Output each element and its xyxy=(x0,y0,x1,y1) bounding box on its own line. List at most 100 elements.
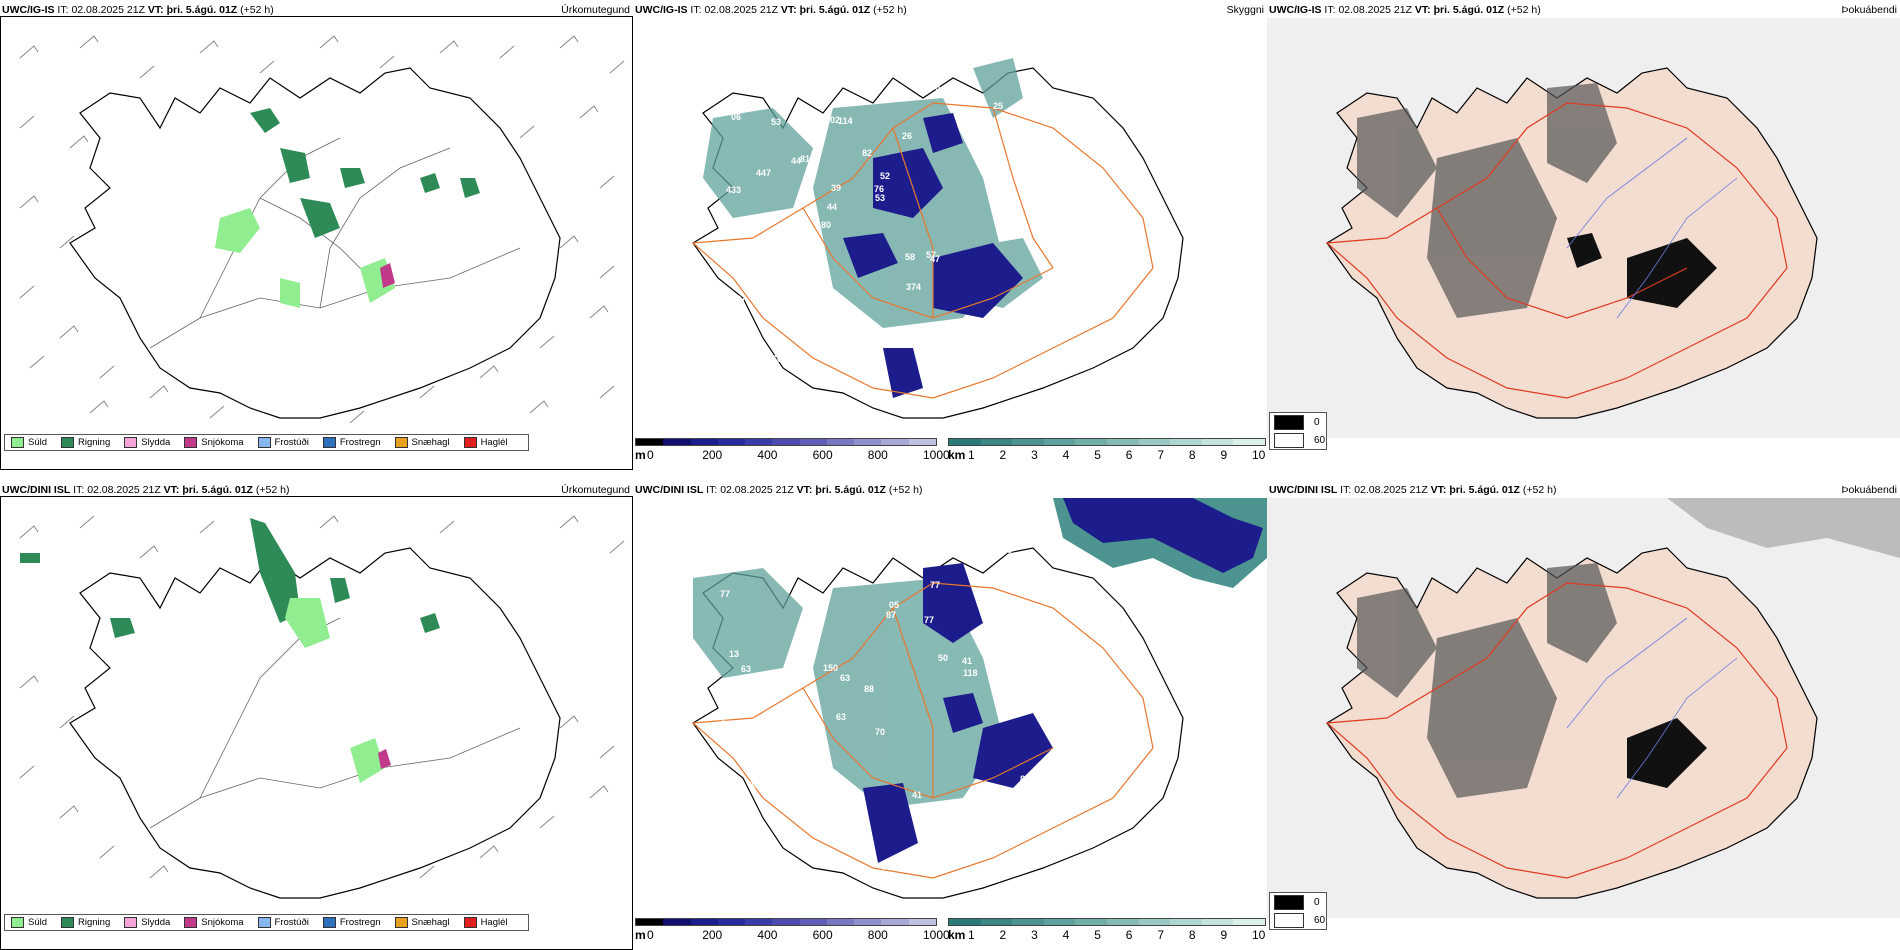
it-value: 02.08.2025 21Z xyxy=(704,4,778,16)
cloud-base-label: 44 xyxy=(824,831,834,841)
offshore-low-cloud-field xyxy=(1063,498,1263,573)
colorbar-tick-label: 9 xyxy=(1220,448,1228,462)
cloud-base-label: 46 xyxy=(993,146,1003,156)
legend-item: Haglél xyxy=(463,917,508,928)
colorbar-segment xyxy=(636,919,664,925)
roads xyxy=(691,102,1154,399)
colorbar-segment xyxy=(980,439,1013,445)
cloud-base-label: 63 xyxy=(741,664,751,674)
cloud-base-label: 10 xyxy=(799,554,809,564)
colorbar-segment xyxy=(1043,439,1076,445)
cloud-base-label: 50 xyxy=(938,653,948,663)
iceland-outline xyxy=(69,547,561,899)
colorbar-segment xyxy=(636,439,664,445)
iceland-outline xyxy=(69,67,561,419)
cloud-base-label: 374 xyxy=(906,282,921,292)
vt-value: þri. 5.ágú. 01Z xyxy=(815,484,886,496)
colorbar-tick-label: 0 xyxy=(647,928,654,942)
colorbar-tick-label: 7 xyxy=(1157,928,1165,942)
legend-swatch xyxy=(11,917,24,928)
colorbar-segment xyxy=(949,919,981,925)
legend-swatch xyxy=(61,917,75,928)
panel-cloud-base-bottom: UWC/DINI ISL IT: 02.08.2025 21Z VT: þri.… xyxy=(633,480,1267,950)
cloud-base-label: 35 xyxy=(831,68,841,78)
height-colorbar xyxy=(635,438,937,446)
cloud-base-label: 02 xyxy=(830,115,840,125)
colorbar-segment xyxy=(881,439,909,445)
fog-legend-label: 60 xyxy=(1314,434,1326,446)
legend-label: Rigning xyxy=(78,917,111,928)
colorbar-tick-label: 5 xyxy=(1094,448,1101,462)
cloud-base-label: 56 xyxy=(1009,157,1019,167)
roads xyxy=(691,582,1154,879)
cloud-base-label: 51 xyxy=(984,322,994,332)
legend-label: Snjókoma xyxy=(201,437,244,448)
colorbar-segment xyxy=(690,919,718,925)
legend-swatch xyxy=(124,437,138,448)
cloud-base-map: 7277746370147777768788191070444263455077… xyxy=(691,498,1267,899)
fog-shading xyxy=(1357,83,1617,318)
colorbar-segment xyxy=(745,919,773,925)
colorbar-segment xyxy=(980,919,1013,925)
panel-fog-index-bottom: UWC/DINI ISL IT: 02.08.2025 21Z VT: þri.… xyxy=(1267,480,1900,950)
colorbar-segment xyxy=(663,439,691,445)
colorbar-tick-label: 5 xyxy=(1094,928,1101,942)
cloud-base-label: 52 xyxy=(716,365,726,375)
rivers xyxy=(1566,617,1738,799)
cloud-base-label: 86 xyxy=(749,780,759,790)
fog-legend-label: 0 xyxy=(1314,416,1320,428)
panel-title: Úrkomutegund xyxy=(561,4,630,16)
cloud-base-label: 62 xyxy=(962,358,972,368)
precip-areas xyxy=(20,518,440,783)
cloud-base-label: 57 xyxy=(926,250,936,260)
legend-item: Frostúði xyxy=(257,917,309,928)
legend-label: Slydda xyxy=(141,917,171,928)
colorbar-segment xyxy=(1012,439,1044,445)
cloud-base-label: 74 xyxy=(1014,673,1024,683)
vt-value: þri. 5.ágú. 01Z xyxy=(799,4,871,16)
colorbar-segment xyxy=(1170,919,1202,925)
colorbar-segment xyxy=(908,439,936,445)
it-value: 02.08.2025 21Z xyxy=(71,4,145,16)
legend-item: Frostúði xyxy=(257,437,309,448)
colorbar-tick-label: 7 xyxy=(1157,448,1165,462)
cloud-base-label: 37 xyxy=(736,294,746,304)
legend-item: Snjókoma xyxy=(184,437,244,448)
cloud-base-label: 77 xyxy=(770,760,780,770)
colorbar-segment xyxy=(854,439,882,445)
colorbar-tick-label: 600 xyxy=(812,448,833,462)
cloud-base-label: 33 xyxy=(727,300,737,310)
cloud-base-label: 52 xyxy=(880,171,890,181)
fog-legend-row: 60 xyxy=(1270,911,1326,929)
cloud-base-label: 35 xyxy=(864,376,874,386)
colorbar-segment xyxy=(1012,919,1044,925)
cloud-base-label: 37 xyxy=(971,809,981,819)
legend-label: Súld xyxy=(28,437,48,448)
cloud-base-map: 41 433 25 80 26 354 02 82 37 81 268 72 114 52 47 06 35 02… xyxy=(691,58,1184,419)
fog-legend-swatch xyxy=(1274,432,1304,448)
colorbar-tick-label: 8 xyxy=(1188,928,1196,942)
cloud-base-label: 324 xyxy=(965,814,980,824)
fog-index-legend: 0 60 xyxy=(1269,412,1327,450)
panel-precip-type-bottom: UWC/DINI ISL IT: 02.08.2025 21Z VT: þri.… xyxy=(0,480,633,950)
vt-value: þri. 5.ágú. 01Z xyxy=(1449,484,1520,496)
cloud-base-label: 17 xyxy=(725,783,735,793)
colorbar-segment xyxy=(1233,439,1265,445)
model-name: UWC/IG-IS xyxy=(635,4,688,16)
cloud-base-label: 35 xyxy=(736,697,746,707)
legend-label: Frostúði xyxy=(274,917,309,928)
cloud-base-label: 433 xyxy=(726,185,741,195)
colorbar-tick-label: 400 xyxy=(757,448,778,462)
low-cloud-fields xyxy=(843,113,1023,398)
colorbar-segment xyxy=(908,919,936,925)
it-label: IT: xyxy=(1324,4,1336,16)
lead-time: (+52 h) xyxy=(240,4,274,16)
colorbar-tick-label: 1 xyxy=(968,448,975,462)
cloud-base-label: 39 xyxy=(831,183,841,193)
cloud-base-label: 119 xyxy=(774,291,789,301)
colorbar-segment xyxy=(1170,439,1202,445)
cloud-base-label: 13 xyxy=(729,649,739,659)
legend-swatch xyxy=(184,437,198,448)
cloud-base-label: 87 xyxy=(886,610,896,620)
colorbar-tick-label: 6 xyxy=(1125,928,1133,942)
